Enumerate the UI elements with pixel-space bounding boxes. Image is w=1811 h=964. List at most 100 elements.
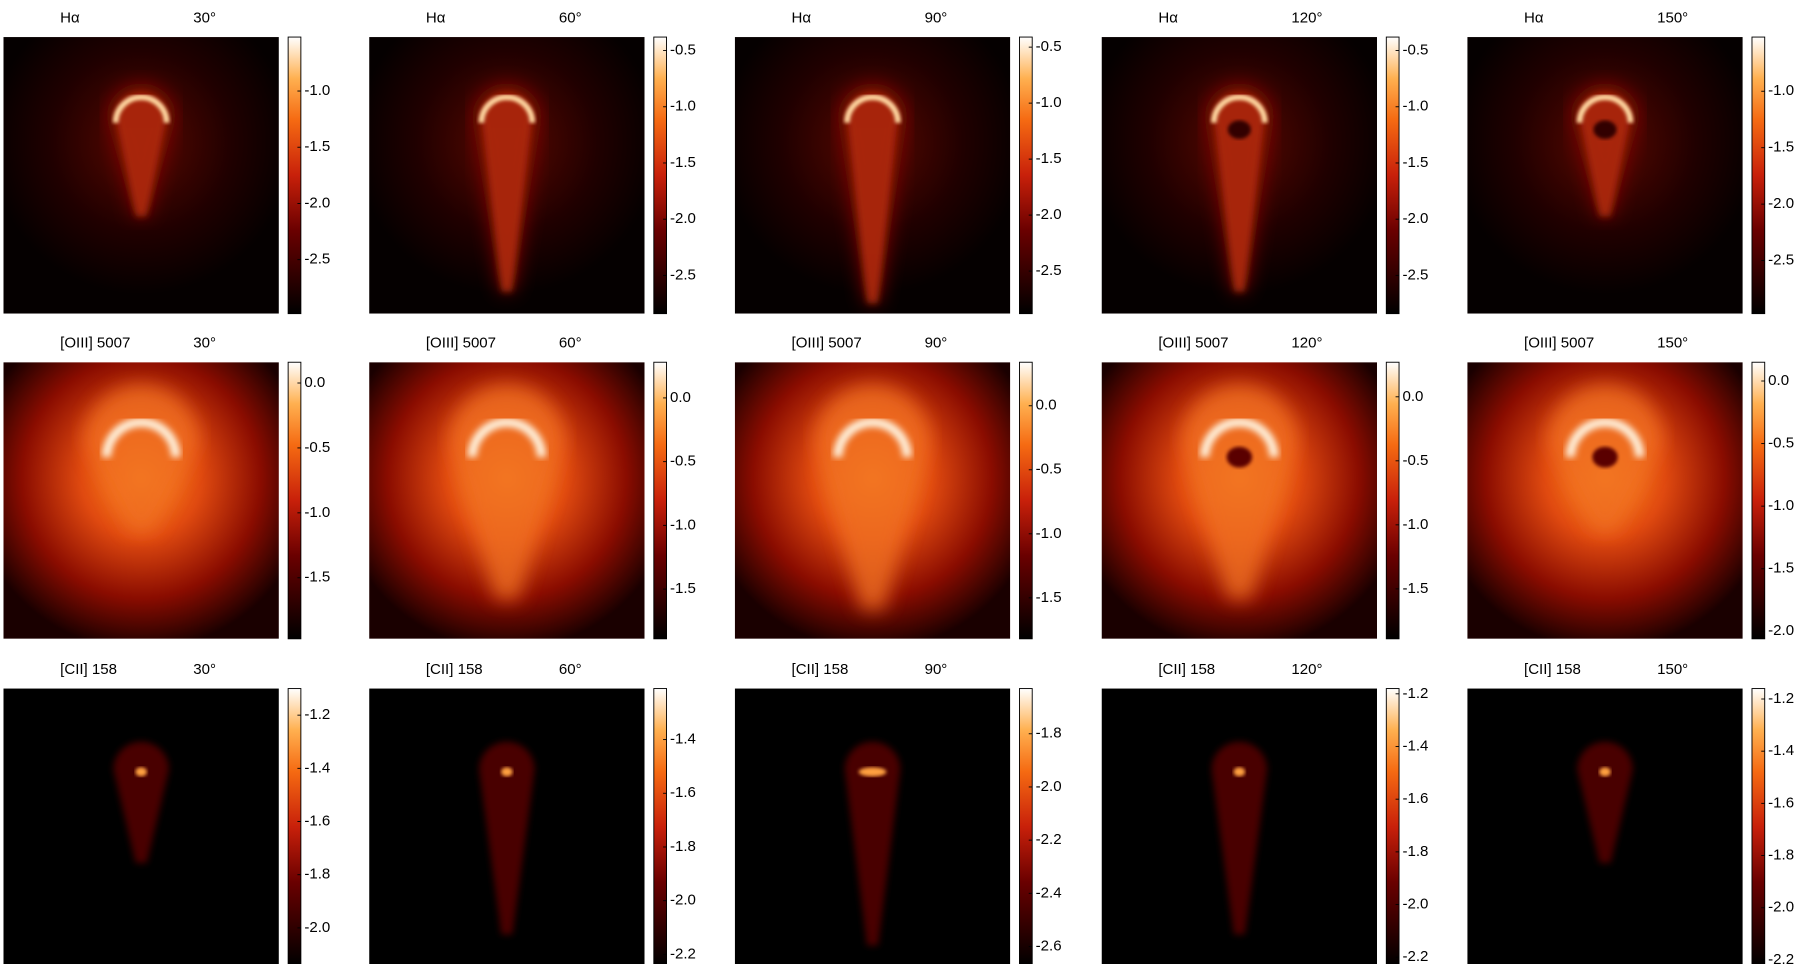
panel-title: [OIII] 5007 — [1158, 335, 1228, 352]
colorbar-tick-label: -0.5 — [304, 439, 330, 456]
colorbar-tick-label: -0.5 — [1768, 435, 1794, 452]
colorbar-tick-label: -1.6 — [1403, 790, 1429, 807]
colorbar — [287, 36, 302, 315]
colorbar-tick-label: -1.0 — [1768, 497, 1794, 514]
map-content — [734, 37, 1011, 314]
panel-angle: 60° — [559, 10, 582, 27]
colorbar — [1751, 688, 1766, 964]
colorbar-tick-label: -2.0 — [1403, 210, 1429, 227]
tail — [844, 741, 901, 946]
map-content — [3, 362, 279, 639]
panel-angle: 120° — [1291, 335, 1322, 352]
emission-map — [3, 362, 279, 639]
core — [1233, 767, 1246, 777]
colorbar-tick-label: -1.0 — [1036, 525, 1062, 542]
emission-map — [3, 37, 279, 314]
map-content — [369, 362, 645, 639]
panel-angle: 90° — [925, 335, 948, 352]
panel-title: [OIII] 5007 — [1524, 335, 1594, 352]
emission-map — [3, 688, 279, 964]
colorbar-tick-label: -2.0 — [304, 919, 330, 936]
map-content — [1101, 688, 1378, 964]
map-content — [1467, 37, 1743, 314]
colorbar-tick-label: 0.0 — [1403, 388, 1424, 405]
emission-map — [369, 362, 645, 639]
colorbar-tick-label: -1.5 — [670, 154, 696, 171]
emission-map — [1467, 37, 1743, 314]
colorbar-tick-label: -1.5 — [1036, 589, 1062, 606]
colorbar-tick-label: -1.6 — [1768, 794, 1794, 811]
tail — [479, 741, 535, 935]
cavity — [1593, 120, 1617, 139]
colorbar-tick-label: -1.5 — [1036, 150, 1062, 167]
tail — [1577, 741, 1633, 864]
core — [501, 767, 513, 777]
colorbar-tick-label: -1.8 — [1036, 725, 1062, 742]
panel-angle: 30° — [193, 661, 216, 678]
colorbar-tick-label: -2.0 — [304, 194, 330, 211]
colorbar-tick-label: 0.0 — [304, 374, 325, 391]
colorbar — [287, 361, 302, 640]
colorbar-tick-label: -1.6 — [304, 812, 330, 829]
colorbar-tick-label: -2.0 — [1768, 622, 1794, 639]
tail — [847, 92, 898, 304]
colorbar-tick-label: -1.2 — [1768, 690, 1794, 707]
map-content — [734, 362, 1011, 639]
cavity — [1592, 446, 1618, 468]
panel-title: [OIII] 5007 — [60, 335, 130, 352]
emission-map — [734, 37, 1011, 314]
colorbar-tick-label: -2.2 — [1036, 831, 1062, 848]
colorbar-tick-label: -0.5 — [670, 42, 696, 59]
colorbar — [1019, 688, 1033, 964]
colorbar-tick-label: -2.0 — [1768, 195, 1794, 212]
shell — [478, 94, 536, 123]
shell — [1200, 417, 1279, 458]
map-content — [1467, 688, 1743, 964]
colorbar — [1751, 36, 1766, 315]
colorbar-tick-label: -1.8 — [304, 866, 330, 883]
colorbar-tick-label: -1.6 — [670, 784, 696, 801]
panel-title: [CII] 158 — [60, 661, 117, 678]
colorbar-tick-label: -2.5 — [1036, 262, 1062, 279]
panel-angle: 30° — [193, 335, 216, 352]
colorbar — [653, 36, 668, 315]
tail — [1211, 741, 1268, 935]
colorbar — [1751, 361, 1766, 640]
colorbar-tick-label: -2.0 — [670, 892, 696, 909]
panel-title: [OIII] 5007 — [792, 335, 862, 352]
map-content — [1101, 362, 1378, 639]
colorbar-tick-label: -2.2 — [1768, 951, 1794, 964]
colorbar-tick-label: -2.2 — [670, 945, 696, 962]
shell — [833, 417, 912, 458]
panel-angle: 120° — [1291, 661, 1322, 678]
colorbar-tick-label: -1.5 — [1768, 139, 1794, 156]
colorbar — [287, 688, 302, 964]
colorbar-tick-label: -2.5 — [670, 266, 696, 283]
tail — [481, 92, 533, 292]
colorbar-tick-label: -2.0 — [1036, 206, 1062, 223]
shell — [101, 417, 181, 458]
colorbar-tick-label: -1.8 — [1403, 843, 1429, 860]
colorbar — [1385, 36, 1400, 315]
colorbar-tick-label: -2.5 — [304, 251, 330, 268]
colorbar-tick-label: -1.8 — [1768, 847, 1794, 864]
colorbar-tick-label: -1.0 — [1403, 516, 1429, 533]
map-content — [1101, 37, 1378, 314]
core — [1599, 767, 1611, 777]
tail — [1579, 92, 1631, 217]
emission-map — [734, 362, 1011, 639]
emission-map — [369, 37, 645, 314]
emission-map — [1101, 362, 1378, 639]
colorbar-tick-label: -1.0 — [1036, 94, 1062, 111]
panel-angle: 90° — [925, 661, 948, 678]
panel-angle: 30° — [193, 10, 216, 27]
colorbar-tick-label: -1.5 — [304, 569, 330, 586]
cavity — [1227, 120, 1251, 139]
tail — [83, 385, 200, 532]
colorbar-tick-label: -1.0 — [1403, 98, 1429, 115]
tail — [1213, 92, 1265, 292]
map-content — [369, 688, 645, 964]
map-content — [3, 688, 279, 964]
core — [858, 767, 887, 777]
colorbar — [1385, 688, 1400, 964]
